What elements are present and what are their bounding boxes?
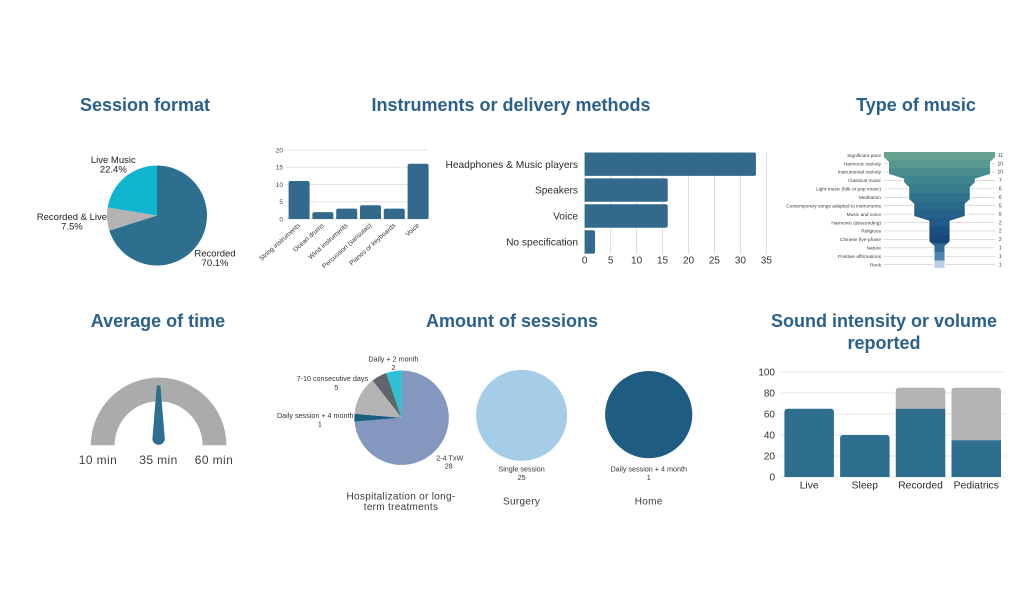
svg-text:20: 20 — [764, 452, 776, 463]
svg-text:15: 15 — [657, 256, 669, 267]
svg-text:15: 15 — [276, 165, 284, 172]
svg-text:Light music (folk or pop music: Light music (folk or pop music) — [816, 187, 881, 193]
svg-text:7: 7 — [999, 178, 1002, 184]
svg-text:Significant pace: Significant pace — [847, 153, 881, 159]
svg-text:30: 30 — [735, 256, 747, 267]
svg-text:0: 0 — [769, 473, 775, 484]
svg-text:20: 20 — [276, 147, 284, 154]
svg-text:No specification: No specification — [506, 238, 578, 249]
svg-text:Nature: Nature — [867, 246, 882, 252]
svg-text:20: 20 — [683, 256, 695, 267]
svg-text:35 min: 35 min — [139, 453, 177, 467]
svg-text:5: 5 — [608, 256, 614, 267]
svg-text:Live Music: Live Music — [91, 155, 136, 166]
svg-text:Recorded & Live: Recorded & Live — [37, 212, 107, 223]
svg-text:Daily session + 4 month: Daily session + 4 month — [277, 411, 354, 420]
svg-text:Amount of sessions: Amount of sessions — [426, 311, 598, 331]
svg-text:10: 10 — [631, 256, 643, 267]
svg-text:Harmonic (descending): Harmonic (descending) — [831, 220, 881, 226]
svg-text:2: 2 — [999, 237, 1002, 243]
svg-text:Daily session + 4 month: Daily session + 4 month — [610, 465, 687, 474]
svg-text:60: 60 — [764, 410, 776, 421]
svg-text:Instruments or delivery method: Instruments or delivery methods — [371, 95, 650, 115]
svg-text:5: 5 — [279, 199, 283, 206]
svg-text:1: 1 — [318, 419, 322, 428]
svg-text:5: 5 — [334, 383, 338, 392]
svg-text:1: 1 — [999, 262, 1002, 268]
svg-text:60 min: 60 min — [195, 453, 233, 467]
svg-text:25: 25 — [709, 256, 721, 267]
svg-text:Voice: Voice — [553, 212, 578, 223]
svg-text:Hospitalization or long-: Hospitalization or long- — [347, 492, 456, 503]
svg-text:Meditation: Meditation — [859, 195, 881, 201]
svg-text:Rock: Rock — [870, 262, 882, 268]
svg-text:1: 1 — [999, 254, 1002, 260]
svg-text:Live: Live — [800, 481, 819, 492]
svg-text:5: 5 — [999, 212, 1002, 218]
svg-text:0: 0 — [582, 256, 588, 267]
svg-text:Sleep: Sleep — [852, 481, 879, 492]
svg-text:6: 6 — [999, 195, 1002, 201]
svg-text:70.1%: 70.1% — [202, 258, 229, 269]
svg-text:25: 25 — [518, 473, 526, 482]
svg-text:2: 2 — [392, 363, 396, 372]
svg-text:Pediatrics: Pediatrics — [954, 481, 999, 492]
svg-text:35: 35 — [761, 256, 773, 267]
svg-text:Harmonic melody: Harmonic melody — [844, 161, 882, 167]
svg-text:Instrumental melody: Instrumental melody — [838, 170, 882, 176]
svg-text:6: 6 — [999, 187, 1002, 193]
svg-text:Home: Home — [635, 497, 663, 508]
svg-text:28: 28 — [445, 461, 453, 470]
svg-text:5: 5 — [999, 203, 1002, 209]
svg-text:Religious: Religious — [861, 229, 881, 235]
svg-text:10 min: 10 min — [79, 453, 117, 467]
svg-text:reported: reported — [847, 333, 920, 353]
svg-text:2-4 TxW: 2-4 TxW — [436, 453, 463, 462]
svg-text:10: 10 — [998, 161, 1004, 167]
svg-text:0: 0 — [279, 216, 283, 223]
svg-text:40: 40 — [764, 431, 776, 442]
svg-text:Speakers: Speakers — [535, 186, 578, 197]
svg-text:Positive affirmations: Positive affirmations — [838, 254, 881, 260]
svg-text:Surgery: Surgery — [503, 497, 540, 508]
svg-text:80: 80 — [764, 389, 776, 400]
svg-text:Recorded: Recorded — [898, 481, 943, 492]
svg-text:Session format: Session format — [80, 95, 210, 115]
svg-text:1: 1 — [647, 473, 651, 482]
svg-text:Recorded: Recorded — [194, 249, 235, 260]
svg-text:2: 2 — [999, 229, 1002, 235]
svg-text:7-10 consecutive days: 7-10 consecutive days — [297, 374, 369, 383]
svg-text:10: 10 — [276, 182, 284, 189]
svg-text:100: 100 — [758, 368, 775, 379]
svg-text:10: 10 — [998, 170, 1004, 176]
svg-text:2: 2 — [999, 220, 1002, 226]
svg-text:7.5%: 7.5% — [61, 221, 83, 232]
svg-text:Contemporary songs adapted to: Contemporary songs adapted to instrument… — [786, 203, 881, 209]
svg-text:Type of music: Type of music — [856, 95, 976, 115]
svg-text:term treatments: term treatments — [364, 502, 439, 513]
svg-text:Sound intensity or volume: Sound intensity or volume — [771, 311, 997, 331]
svg-text:Headphones & Music players: Headphones & Music players — [445, 160, 578, 171]
svg-text:1: 1 — [999, 246, 1002, 252]
svg-text:Daily + 2 month: Daily + 2 month — [368, 355, 418, 364]
svg-text:Music and voice: Music and voice — [847, 212, 882, 218]
svg-text:Average of time: Average of time — [91, 311, 225, 331]
svg-text:Single session: Single session — [498, 465, 544, 474]
svg-text:Classical music: Classical music — [848, 178, 882, 184]
svg-text:11: 11 — [998, 153, 1003, 159]
svg-text:22.4%: 22.4% — [100, 164, 127, 175]
svg-text:Chinese five-phase: Chinese five-phase — [840, 237, 881, 243]
